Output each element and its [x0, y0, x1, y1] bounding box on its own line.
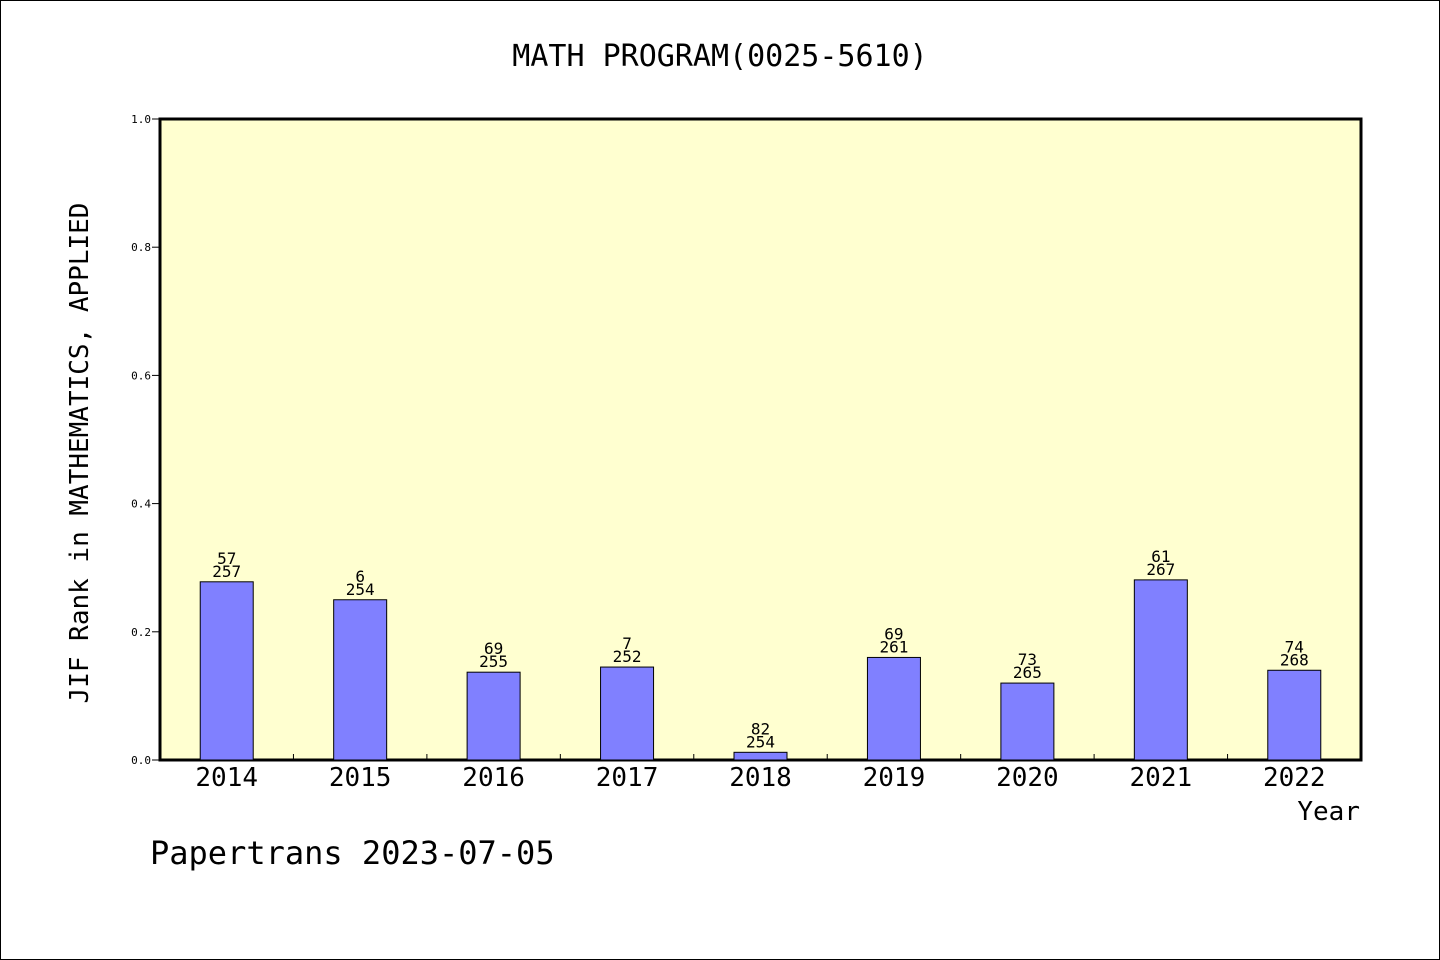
bar-total-label: 252	[613, 647, 642, 666]
x-axis-label: Year	[1297, 797, 1360, 827]
x-tick-label: 2022	[1263, 763, 1326, 793]
bar-total-label: 255	[479, 652, 508, 671]
y-tick-label: 0.6	[131, 369, 151, 382]
y-tick-label: 0.0	[131, 754, 151, 767]
y-tick-label: 0.2	[131, 626, 151, 639]
y-tick-label: 1.0	[131, 113, 151, 126]
x-tick-label: 2019	[863, 763, 926, 793]
y-axis-label: JIF Rank in MATHEMATICS, APPLIED	[65, 203, 95, 704]
bar-rank-label: 61	[1151, 547, 1170, 566]
y-tick-label: 0.8	[131, 241, 151, 254]
bar-2019	[866, 656, 921, 761]
bar-rank-label: 82	[751, 719, 770, 738]
bar-2018	[733, 751, 788, 761]
bar-total-label: 267	[1146, 560, 1175, 579]
bar-total-label: 268	[1280, 650, 1309, 669]
bar-2022	[1267, 669, 1322, 761]
x-tick-label: 2018	[729, 763, 792, 793]
bar-2014	[199, 581, 254, 761]
x-tick-label: 2020	[996, 763, 1059, 793]
bar-rank-label: 69	[484, 639, 503, 658]
chart-title: MATH PROGRAM(0025-5610)	[512, 39, 927, 74]
x-tick-label: 2021	[1130, 763, 1193, 793]
bar-total-label: 254	[746, 732, 775, 751]
x-tick-label: 2016	[462, 763, 525, 793]
y-tick-label: 0.4	[131, 498, 151, 511]
bar-2020	[1000, 682, 1055, 761]
bar-total-label: 265	[1013, 663, 1042, 682]
bar-total-label: 261	[879, 637, 908, 656]
bar-rank-label: 7	[622, 634, 632, 653]
bar-total-label: 257	[212, 562, 241, 581]
bar-2021	[1133, 579, 1188, 761]
bar-2015	[333, 599, 388, 761]
bar-rank-label: 69	[884, 624, 903, 643]
bar-rank-label: 73	[1018, 650, 1037, 669]
x-tick-label: 2014	[195, 763, 258, 793]
bar-rank-label: 57	[217, 549, 236, 568]
bar-rank-label: 6	[355, 567, 365, 586]
y-axis: 0.0 0.2 0.4 0.6 0.8 1.0	[131, 113, 160, 767]
x-axis: 2014 2015 2016 2017 2018 2019 2020 2021 2022	[195, 754, 1326, 793]
footer-credit: Papertrans 2023-07-05	[150, 834, 555, 872]
x-tick-label: 2017	[596, 763, 659, 793]
x-tick-label: 2015	[329, 763, 392, 793]
bar-rank-label: 74	[1285, 637, 1304, 656]
bar-2016	[466, 671, 521, 761]
bar-total-label: 254	[346, 580, 375, 599]
bar-2017	[600, 666, 655, 761]
